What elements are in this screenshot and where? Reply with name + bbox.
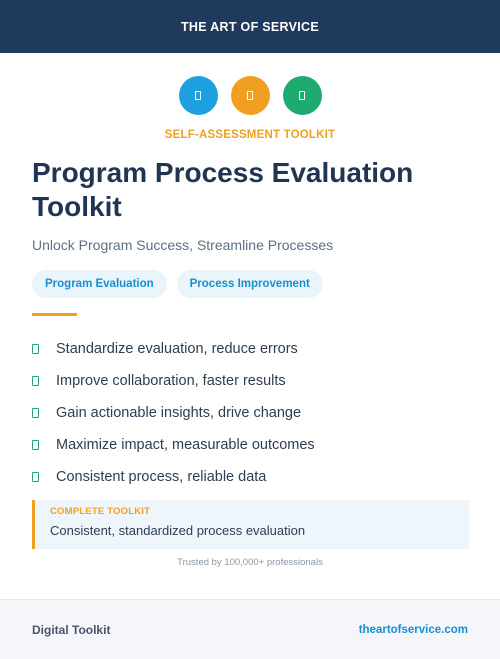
footer: Digital Toolkit theartofservice.com <box>0 599 500 659</box>
footer-label: Digital Toolkit <box>32 622 111 637</box>
subtitle: Unlock Program Success, Streamline Proce… <box>32 237 334 253</box>
document-icon-blue <box>178 76 218 115</box>
brand-name: THE ART OF SERVICE <box>180 19 320 34</box>
callout-text: Consistent, standardized process evaluat… <box>50 523 306 538</box>
check-icon <box>32 376 39 386</box>
brand-header: THE ART OF SERVICE <box>0 0 500 53</box>
tag-process-improvement: Process Improvement <box>176 270 323 298</box>
benefit-item: Standardize evaluation, reduce errors <box>32 333 315 365</box>
check-icon <box>32 408 39 418</box>
callout-kicker: COMPLETE TOOLKIT <box>50 506 151 517</box>
website-link[interactable]: theartofservice.com <box>358 623 468 636</box>
icon-row <box>0 76 500 115</box>
document-icon-orange <box>230 76 270 115</box>
title-line-2: Toolkit <box>32 191 122 222</box>
toolkit-callout: COMPLETE TOOLKIT Consistent, standardize… <box>32 500 469 549</box>
eyebrow-label: SELF-ASSESSMENT TOOLKIT <box>164 129 336 141</box>
benefit-item: Gain actionable insights, drive change <box>32 397 315 429</box>
tag-program-evaluation: Program Evaluation <box>32 270 167 298</box>
check-icon <box>32 440 39 450</box>
title-line-1: Program Process Evaluation <box>32 157 414 188</box>
accent-divider <box>32 313 77 316</box>
benefit-list: Standardize evaluation, reduce errors Im… <box>32 333 315 493</box>
tag-list: Program Evaluation Process Improvement <box>32 270 323 298</box>
page-title: Program Process Evaluation Toolkit <box>32 156 472 224</box>
check-icon <box>32 344 39 354</box>
trust-note: Trusted by 100,000+ professionals <box>177 557 323 568</box>
benefit-item: Maximize impact, measurable outcomes <box>32 429 315 461</box>
check-icon <box>32 472 39 482</box>
document-icon-green <box>282 76 322 115</box>
benefit-item: Improve collaboration, faster results <box>32 365 315 397</box>
benefit-item: Consistent process, reliable data <box>32 461 315 493</box>
